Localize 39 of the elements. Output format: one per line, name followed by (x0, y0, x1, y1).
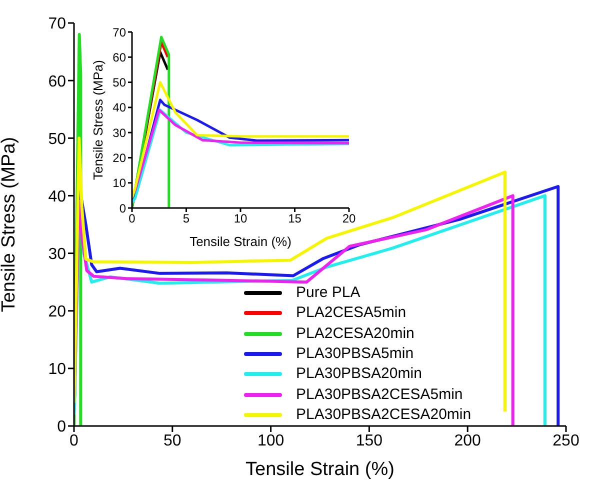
y-axis-title: Tensile Stress (MPa) (90, 60, 106, 180)
y-tick-label: 20 (48, 304, 66, 321)
x-tick-label: 10 (234, 212, 248, 226)
x-tick-label: 150 (356, 432, 383, 450)
x-tick-label: 0 (128, 212, 136, 226)
x-tick-label: 20 (342, 212, 356, 226)
y-tick-label: 0 (57, 418, 66, 436)
legend-label: PLA2CESA20min (296, 324, 414, 343)
legend-label: PLA2CESA5min (296, 304, 406, 322)
y-tick-label: 70 (112, 25, 126, 40)
x-tick-label: 50 (164, 432, 182, 450)
legend-label: PLA30PBSA5min (296, 345, 414, 364)
y-tick-label: 50 (112, 76, 126, 90)
y-tick-label: 10 (48, 361, 66, 378)
legend-label: PLA30PBSA2CESA20min (296, 406, 472, 424)
y-tick-label: 50 (48, 130, 66, 148)
y-tick-label: 70 (48, 16, 66, 33)
y-tick-label: 30 (48, 246, 66, 263)
legend-label: PLA30PBSA2CESA5min (296, 386, 463, 404)
y-tick-label: 20 (112, 150, 126, 165)
y-tick-label: 10 (112, 176, 126, 190)
y-tick-label: 60 (112, 50, 126, 64)
y-axis-title: Tensile Stress (MPa) (0, 136, 20, 312)
x-tick-label: 100 (257, 432, 284, 450)
x-tick-label: 200 (454, 432, 482, 450)
x-tick-label: 250 (552, 432, 580, 450)
y-tick-label: 40 (48, 188, 66, 206)
legend-label: PLA30PBSA20min (296, 365, 422, 384)
legend-label: Pure PLA (296, 284, 360, 302)
x-axis-title: Tensile Strain (%) (190, 234, 292, 249)
x-axis-title: Tensile Strain (%) (246, 459, 394, 480)
y-tick-label: 60 (48, 73, 66, 90)
x-tick-label: 5 (182, 212, 190, 226)
y-tick-label: 40 (112, 100, 126, 115)
x-tick-label: 15 (288, 212, 302, 226)
x-tick-label: 0 (70, 432, 79, 450)
y-tick-label: 30 (112, 126, 126, 140)
line-series (132, 81, 349, 200)
y-tick-label: 0 (119, 201, 126, 216)
